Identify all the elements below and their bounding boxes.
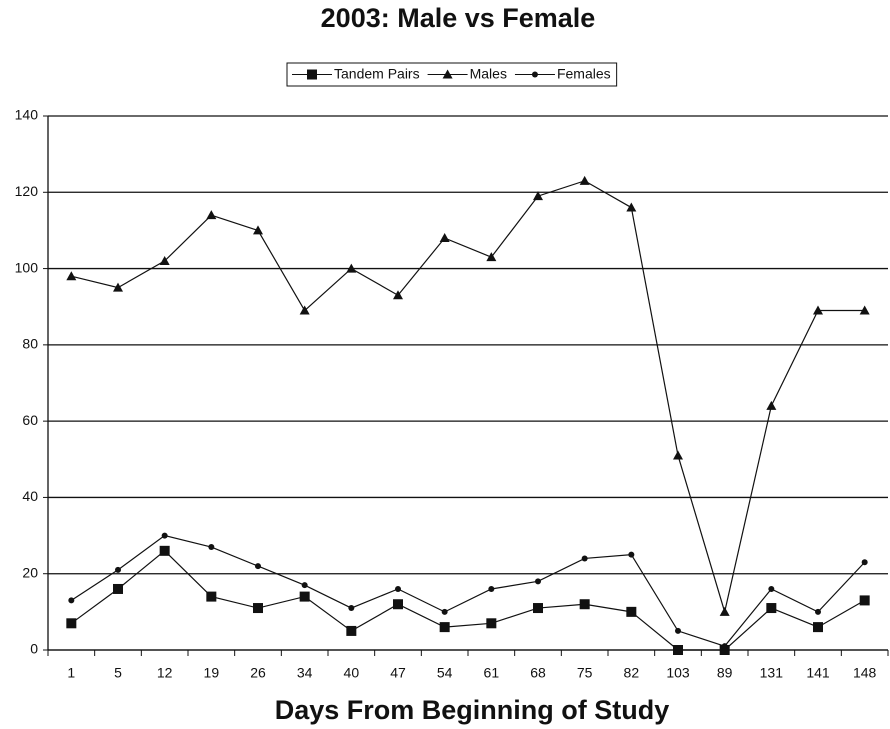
marker <box>159 255 170 265</box>
marker <box>441 608 448 615</box>
x-tick-label: 19 <box>204 665 220 681</box>
marker <box>161 532 168 539</box>
y-tick-label: 80 <box>22 336 38 352</box>
marker <box>307 69 317 80</box>
marker <box>208 544 215 551</box>
marker <box>442 69 453 79</box>
marker <box>768 585 775 592</box>
x-tick-label: 68 <box>530 665 546 681</box>
y-tick-label: 120 <box>15 183 39 199</box>
marker <box>859 305 870 315</box>
marker <box>535 578 541 585</box>
series-line <box>71 534 866 647</box>
marker <box>579 175 590 185</box>
marker <box>439 233 450 243</box>
marker <box>581 555 588 562</box>
marker <box>299 591 310 602</box>
marker <box>253 603 263 614</box>
x-tick-label: 1 <box>67 665 75 681</box>
y-tick-label: 140 <box>15 107 39 123</box>
x-tick-label: 141 <box>806 665 830 681</box>
marker <box>531 71 538 78</box>
marker <box>488 585 495 592</box>
marker <box>346 263 357 273</box>
series-line <box>70 550 865 651</box>
marker <box>815 608 821 615</box>
series-line <box>71 180 865 615</box>
x-tick-label: 40 <box>344 665 360 681</box>
marker <box>721 643 728 650</box>
legend-label: Females <box>557 66 611 82</box>
marker <box>66 271 77 281</box>
x-tick-label: 82 <box>624 665 640 681</box>
marker <box>673 645 683 655</box>
marker <box>813 305 823 315</box>
marker <box>813 622 823 633</box>
marker <box>533 603 543 614</box>
y-tick-label: 60 <box>22 412 38 428</box>
marker <box>486 252 497 262</box>
marker <box>579 599 590 610</box>
x-axis-label: Days From Beginning of Study <box>275 695 670 725</box>
marker <box>68 597 75 604</box>
marker <box>486 618 497 629</box>
marker <box>113 583 123 594</box>
y-tick-label: 40 <box>22 488 38 504</box>
marker <box>299 305 310 315</box>
marker <box>159 545 170 556</box>
x-tick-label: 26 <box>250 665 266 681</box>
marker <box>66 618 77 629</box>
marker <box>348 605 355 612</box>
marker <box>626 202 637 212</box>
x-tick-label: 148 <box>853 665 877 681</box>
marker <box>719 606 730 616</box>
legend-label: Tandem Pairs <box>334 66 420 82</box>
y-tick-label: 100 <box>15 259 39 275</box>
x-tick-label: 131 <box>760 665 784 681</box>
legend-label: Males <box>470 66 507 82</box>
marker <box>253 225 263 235</box>
marker <box>673 450 683 460</box>
marker <box>206 210 217 220</box>
marker <box>395 585 401 592</box>
marker <box>113 282 123 292</box>
x-tick-label: 34 <box>297 665 313 681</box>
marker <box>393 290 403 300</box>
chart-title: 2003: Male vs Female <box>321 3 596 33</box>
y-tick-label: 20 <box>22 564 38 580</box>
marker <box>255 563 261 570</box>
marker <box>766 603 777 614</box>
marker <box>675 627 681 634</box>
marker <box>346 625 357 636</box>
marker <box>766 400 777 410</box>
marker <box>533 191 543 201</box>
x-tick-label: 12 <box>157 665 173 681</box>
x-tick-label: 54 <box>437 665 453 681</box>
marker <box>439 622 450 633</box>
x-tick-label: 75 <box>577 665 593 681</box>
marker <box>206 591 217 602</box>
marker <box>301 582 308 589</box>
y-tick-label: 0 <box>30 641 38 657</box>
marker <box>393 599 403 610</box>
marker <box>861 559 868 566</box>
marker <box>628 551 635 558</box>
x-tick-label: 47 <box>390 665 406 681</box>
marker <box>115 566 121 573</box>
x-tick-label: 103 <box>666 665 690 681</box>
x-tick-label: 5 <box>114 665 122 681</box>
marker <box>626 606 637 617</box>
marker <box>859 595 870 606</box>
x-tick-label: 89 <box>717 665 733 681</box>
marker <box>719 645 730 655</box>
x-tick-label: 61 <box>484 665 500 681</box>
